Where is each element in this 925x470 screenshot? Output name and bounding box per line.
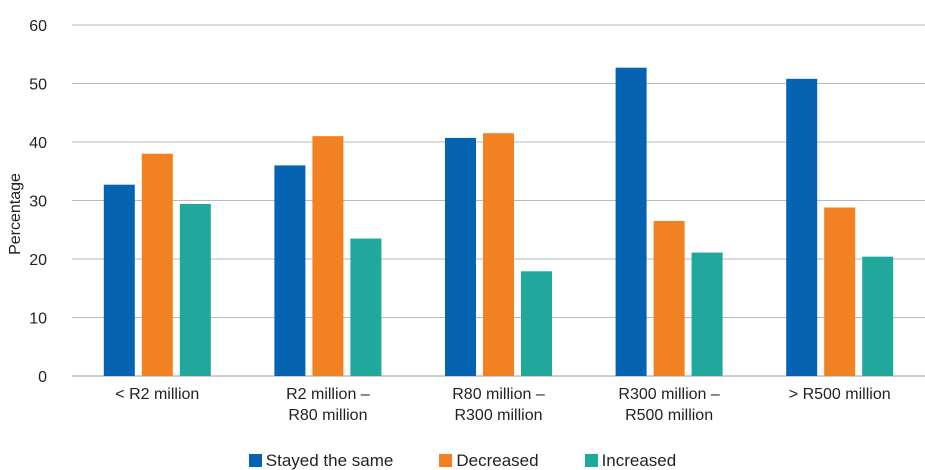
y-tick-label: 20 [29,252,47,269]
bar-increased [862,256,894,376]
bar-stayed-the-same [615,67,647,376]
bar-decreased [312,136,344,376]
x-category-label: R300 million – R500 million [618,386,719,424]
bar-stayed-the-same [445,137,476,376]
y-tick-label: 60 [29,18,47,35]
legend-swatch [248,454,262,467]
bar-chart: Percentage 0 10 20 30 40 50 60 < R2 million R2 … [7,18,925,424]
y-tick-label: 40 [29,135,47,152]
y-tick-label: 0 [38,369,47,386]
bar-stayed-the-same [786,78,818,376]
legend-swatch [439,454,453,467]
y-tick-label: 30 [29,194,47,211]
bar-increased [350,238,382,376]
legend-label: Decreased [456,451,539,470]
bar-stayed-the-same [274,165,306,376]
legend-item: Increased [584,451,677,470]
x-category-label: < R2 million [115,386,199,403]
y-tick-label: 10 [29,311,47,328]
bar-increased [691,252,723,376]
y-axis-title: Percentage [7,173,24,255]
x-category-label: R80 million – R300 million [452,386,545,424]
legend-swatch [584,454,598,467]
legend-item: Decreased [439,451,539,470]
legend-item: Stayed the same [248,451,394,470]
x-category-label: > R500 million [789,386,891,403]
bar-increased [521,271,552,376]
bar-increased [179,204,211,376]
bar-stayed-the-same [103,184,135,376]
x-category-label: R2 million – R80 million [286,386,370,424]
bar-decreased [141,153,173,376]
legend: Stayed the same Decreased Increased [0,451,925,470]
legend-label: Increased [601,451,677,470]
legend-label: Stayed the same [265,451,394,470]
bar-decreased [483,133,514,376]
bar-decreased [824,207,856,376]
y-tick-label: 50 [29,77,47,94]
bar-decreased [653,220,685,376]
